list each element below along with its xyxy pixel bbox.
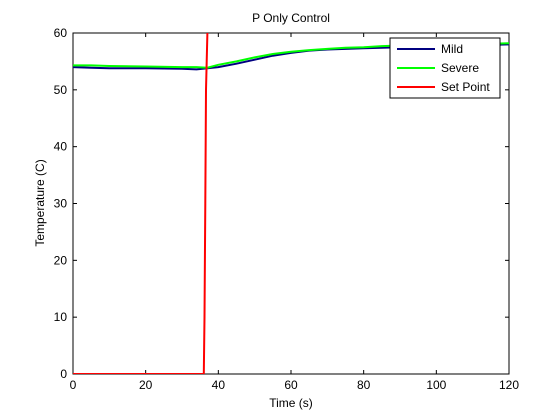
x-tick-label: 120 xyxy=(499,378,519,392)
legend: Mild Severe Set Point xyxy=(389,37,501,99)
legend-label-set-point: Set Point xyxy=(441,80,490,94)
legend-label-mild: Mild xyxy=(441,42,463,56)
x-tick-label: 20 xyxy=(139,378,153,392)
y-tick-label: 60 xyxy=(54,26,68,40)
y-tick-label: 0 xyxy=(60,367,67,381)
y-tick-label: 30 xyxy=(54,197,68,211)
legend-label-severe: Severe xyxy=(441,61,479,75)
y-axis-label: Temperature (C) xyxy=(33,159,47,246)
series-line-set-point xyxy=(73,33,209,374)
x-axis-ticks: 0 20 40 60 80 100 120 xyxy=(70,33,519,392)
y-tick-label: 40 xyxy=(54,140,68,154)
y-tick-label: 50 xyxy=(54,83,68,97)
x-tick-label: 100 xyxy=(426,378,446,392)
chart-title: P Only Control xyxy=(252,11,330,25)
y-tick-label: 20 xyxy=(54,253,68,267)
x-tick-label: 40 xyxy=(212,378,226,392)
y-tick-label: 10 xyxy=(54,310,68,324)
x-tick-label: 0 xyxy=(70,378,77,392)
x-tick-label: 60 xyxy=(284,378,298,392)
y-axis-ticks: 0 10 20 30 40 50 60 xyxy=(54,26,509,381)
x-tick-label: 80 xyxy=(357,378,371,392)
x-axis-label: Time (s) xyxy=(269,396,313,410)
